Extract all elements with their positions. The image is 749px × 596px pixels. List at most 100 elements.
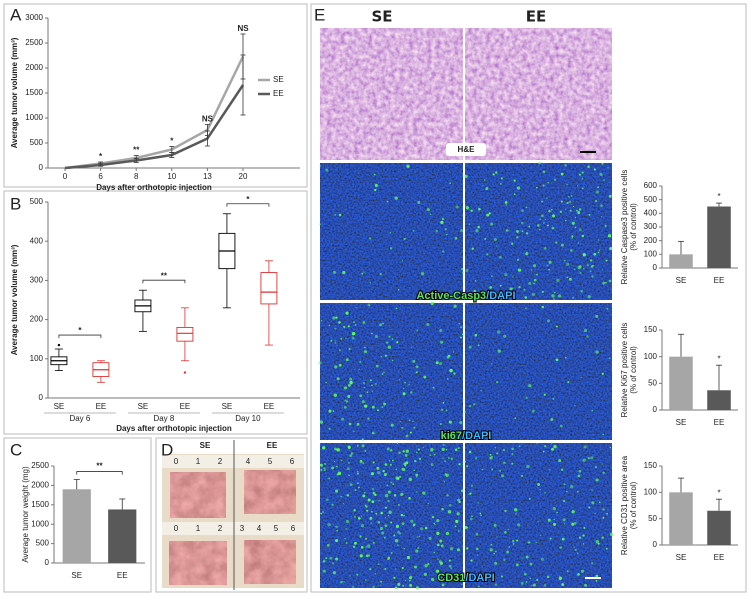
signal-dot	[444, 460, 446, 463]
signal-dot	[448, 420, 452, 424]
signal-dot	[594, 512, 596, 514]
signal-dot	[565, 219, 567, 222]
signal-dot	[466, 527, 468, 529]
signal-dot	[574, 226, 577, 229]
signal-dot	[457, 447, 460, 449]
signal-dot	[384, 516, 387, 519]
signal-dot	[499, 284, 502, 287]
signal-dot	[458, 463, 461, 466]
y-tick-label: 0	[653, 540, 658, 549]
column-header: SE	[371, 8, 392, 26]
signal-dot	[602, 516, 605, 519]
signal-dot	[602, 508, 605, 511]
signal-dot	[410, 519, 414, 523]
stain-label: H&E	[458, 145, 476, 154]
signal-dot	[388, 460, 391, 462]
signal-dot	[595, 540, 600, 544]
signal-dot	[371, 332, 373, 335]
signal-dot	[597, 186, 599, 188]
significance: **	[161, 271, 168, 280]
signal-dot	[371, 500, 375, 503]
signal-dot	[556, 511, 558, 514]
signal-dot	[436, 531, 440, 535]
signal-dot	[405, 434, 409, 438]
he-image	[465, 28, 612, 160]
signal-dot	[531, 584, 533, 587]
signal-dot	[343, 386, 348, 390]
signal-dot	[415, 549, 419, 553]
signal-dot	[520, 582, 524, 585]
signal-dot	[456, 548, 461, 552]
signal-dot	[589, 270, 592, 273]
signal-dot	[382, 322, 385, 325]
signal-dot	[415, 473, 419, 477]
y-tick-label: 200	[644, 236, 658, 245]
signal-dot	[495, 550, 497, 553]
signal-dot	[325, 381, 327, 384]
y-tick-label: 100	[644, 352, 658, 361]
signal-dot	[582, 543, 585, 545]
signal-dot	[605, 282, 607, 284]
y-tick-label: 0	[45, 558, 50, 567]
signal-dot	[374, 188, 377, 192]
significance: *	[99, 152, 103, 161]
signal-dot	[583, 526, 586, 529]
signal-dot	[333, 460, 336, 463]
signal-dot	[436, 518, 440, 523]
signal-dot	[393, 576, 396, 580]
signal-dot	[326, 498, 329, 502]
signal-dot	[413, 426, 416, 429]
legend-label: EE	[273, 89, 284, 98]
y-tick-label: 1000	[31, 519, 49, 528]
signal-dot	[320, 468, 323, 471]
signal-dot	[412, 229, 415, 232]
signal-dot	[439, 423, 442, 425]
signal-dot	[509, 287, 513, 291]
significance-bracket	[58, 334, 102, 339]
signal-dot	[476, 547, 479, 551]
ruler	[162, 522, 304, 535]
signal-dot	[448, 503, 452, 507]
signal-dot	[357, 472, 359, 475]
signal-dot	[335, 557, 339, 561]
signal-dot	[366, 391, 369, 394]
signal-dot	[323, 468, 327, 472]
signal-dot	[442, 401, 445, 404]
fluorescence-image	[465, 443, 612, 588]
signal-dot	[558, 575, 561, 578]
signal-dot	[354, 541, 357, 545]
x-tick-label: 0	[63, 172, 68, 181]
signal-dot	[364, 449, 367, 452]
signal-dot	[532, 264, 537, 268]
signal-dot	[503, 334, 507, 338]
signal-dot	[500, 177, 503, 180]
signal-dot	[468, 345, 472, 349]
bar	[669, 254, 693, 268]
signal-dot	[454, 525, 457, 528]
signal-dot	[577, 474, 581, 478]
signal-dot	[430, 301, 434, 306]
signal-dot	[412, 359, 416, 363]
signal-dot	[480, 514, 482, 517]
signal-dot	[580, 569, 585, 573]
signal-dot	[384, 537, 386, 539]
signal-dot	[362, 494, 366, 498]
signal-dot	[469, 517, 473, 521]
signal-dot	[390, 552, 393, 554]
signal-dot	[424, 526, 428, 530]
signal-dot	[439, 561, 443, 565]
signal-dot	[535, 273, 538, 276]
signal-dot	[361, 438, 364, 441]
signal-dot	[349, 575, 351, 577]
signal-dot	[361, 400, 365, 404]
signal-dot	[489, 453, 492, 456]
y-tick-label: 0	[39, 163, 44, 172]
signal-dot	[433, 522, 435, 525]
x-tick-label: 10	[167, 172, 176, 181]
outlier	[183, 371, 187, 374]
signal-dot	[539, 489, 541, 491]
y-tick-label: 400	[30, 236, 44, 245]
signal-dot	[386, 447, 390, 451]
error-bar	[678, 333, 684, 357]
signal-dot	[516, 539, 519, 542]
